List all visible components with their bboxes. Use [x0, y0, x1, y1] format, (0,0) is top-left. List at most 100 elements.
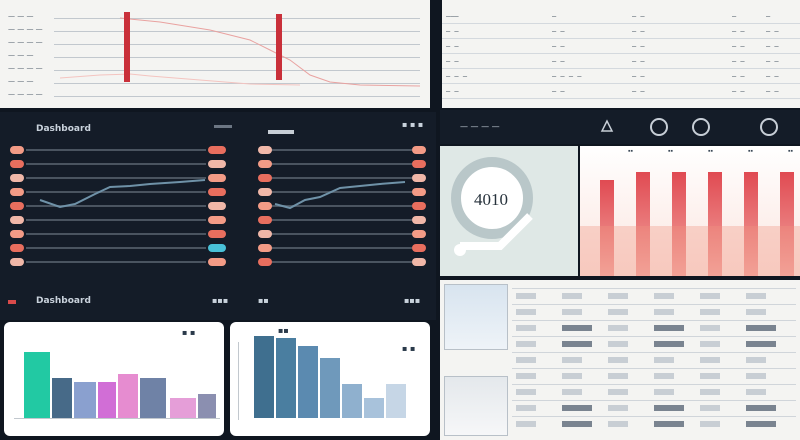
grid-cell — [516, 405, 536, 411]
red-chart-header-label: ▪▪ — [788, 148, 793, 155]
track-knob-mid[interactable] — [208, 188, 226, 196]
track-knob-end[interactable] — [412, 216, 426, 224]
track-line-right — [262, 191, 412, 193]
grid-cell — [746, 293, 766, 299]
right-header-bar: — — — — — [440, 110, 800, 144]
track-knob-mid[interactable] — [208, 258, 226, 266]
grid-cell — [654, 325, 684, 331]
grid-line — [512, 400, 796, 401]
track-knob-left[interactable] — [10, 160, 24, 168]
table-cell: — — — [552, 42, 565, 50]
track-knob-mid[interactable] — [208, 244, 226, 252]
track-knob-right[interactable] — [258, 146, 272, 154]
track-line-right — [262, 205, 412, 207]
chart-marker-left — [124, 12, 130, 82]
track-knob-end[interactable] — [412, 146, 426, 154]
track-knob-mid[interactable] — [208, 216, 226, 224]
track-knob-right[interactable] — [258, 230, 272, 238]
grid-cell — [516, 341, 536, 347]
track-knob-mid[interactable] — [208, 230, 226, 238]
mixer-footer-dot — [8, 300, 16, 304]
row-label: — — — — — [8, 90, 43, 98]
track-knob-right[interactable] — [258, 202, 272, 210]
track-knob-right[interactable] — [258, 188, 272, 196]
track-knob-right[interactable] — [258, 244, 272, 252]
color-bars-header-right: ▪ ▪ — [182, 328, 196, 337]
table-cell: — — — [766, 42, 779, 50]
track-knob-left[interactable] — [10, 146, 24, 154]
refresh-icon[interactable] — [650, 118, 668, 136]
track-knob-right[interactable] — [258, 258, 272, 266]
table-cell: — — — [732, 57, 745, 65]
grid-cell — [700, 293, 720, 299]
thumb-bottom[interactable] — [444, 376, 508, 436]
gauge-arm — [460, 213, 533, 250]
track-knob-mid[interactable] — [208, 174, 226, 182]
track-line-right — [262, 219, 412, 221]
track-line-right — [262, 163, 412, 165]
blue-bar — [320, 358, 340, 418]
track-knob-left[interactable] — [10, 244, 24, 252]
color-bar — [198, 394, 216, 418]
grid-cell — [608, 389, 628, 395]
track-knob-left[interactable] — [10, 202, 24, 210]
table-cell: — — — [632, 57, 645, 65]
profile-icon[interactable] — [692, 118, 710, 136]
grid-cell — [654, 293, 674, 299]
grid-line — [512, 416, 796, 417]
grid-line — [512, 288, 796, 289]
track-knob-left[interactable] — [10, 174, 24, 182]
track-knob-end[interactable] — [412, 258, 426, 266]
grid-cell — [516, 309, 536, 315]
track-knob-mid[interactable] — [208, 160, 226, 168]
track-knob-end[interactable] — [412, 202, 426, 210]
gridline — [54, 96, 420, 97]
mixer-footer-item-2: ▪▪ — [258, 296, 269, 305]
track-knob-mid[interactable] — [208, 202, 226, 210]
track-knob-end[interactable] — [412, 244, 426, 252]
track-knob-end[interactable] — [412, 160, 426, 168]
track-knob-end[interactable] — [412, 188, 426, 196]
grid-cell — [654, 357, 674, 363]
row-label: — — — — [8, 77, 34, 85]
track-knob-end[interactable] — [412, 174, 426, 182]
thumb-top[interactable] — [444, 284, 508, 350]
track-knob-right[interactable] — [258, 174, 272, 182]
table-row-divider — [442, 23, 800, 24]
blue-bar — [364, 398, 384, 418]
grid-cell — [516, 357, 536, 363]
row-label: — — — — [8, 12, 34, 20]
grid-cell — [654, 405, 684, 411]
color-bar — [118, 374, 138, 418]
gridline — [54, 18, 420, 19]
grid-line — [512, 384, 796, 385]
color-bar — [52, 378, 72, 418]
table-cell: — — — [552, 87, 565, 95]
track-knob-left[interactable] — [10, 188, 24, 196]
table-cell: — — — [766, 27, 779, 35]
mixer-panel: Dashboard ▪ ▪ ▪ Dashboard ▪▪▪ ▪▪ ▪▪▪ — [0, 112, 436, 320]
track-knob-mid[interactable] — [208, 146, 226, 154]
settings-icon[interactable] — [760, 118, 778, 136]
track-knob-left[interactable] — [10, 216, 24, 224]
grid-cell — [700, 325, 720, 331]
track-line-left — [26, 191, 206, 193]
grid-cell — [700, 389, 720, 395]
grid-cell — [746, 357, 766, 363]
grid-cell — [700, 421, 720, 427]
grid-cell — [700, 373, 720, 379]
grid-cell — [746, 309, 766, 315]
table-cell: — — — — [446, 72, 468, 80]
blue-bar — [342, 384, 362, 418]
blue-bars-axis — [238, 342, 239, 420]
upload-icon[interactable] — [598, 118, 616, 136]
red-chart-band — [580, 226, 800, 276]
track-knob-left[interactable] — [10, 230, 24, 238]
track-knob-left[interactable] — [10, 258, 24, 266]
track-line-left — [26, 177, 206, 179]
track-knob-end[interactable] — [412, 230, 426, 238]
table-row-divider — [442, 83, 800, 84]
track-knob-right[interactable] — [258, 216, 272, 224]
track-knob-right[interactable] — [258, 160, 272, 168]
grid-cell — [562, 309, 582, 315]
